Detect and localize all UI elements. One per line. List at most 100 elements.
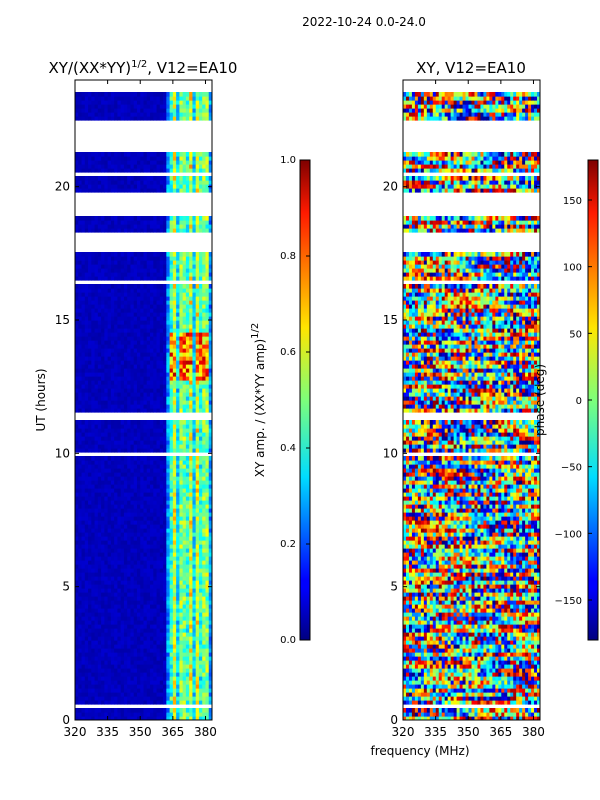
heatmap-cell	[159, 604, 164, 609]
heatmap-cell	[179, 468, 184, 473]
heatmap-cell	[78, 484, 83, 489]
heatmap-cell	[169, 644, 174, 649]
heatmap-cell	[133, 580, 138, 585]
heatmap-cell	[163, 592, 167, 597]
heatmap-cell	[143, 620, 148, 625]
heatmap-cell	[156, 652, 161, 657]
heatmap-cell	[208, 252, 212, 257]
heatmap-cell	[208, 420, 212, 425]
heatmap-cell	[189, 512, 194, 517]
heatmap-cell	[169, 216, 174, 221]
heatmap-cell	[127, 660, 132, 665]
heatmap-cell	[81, 344, 86, 349]
heatmap-cell	[150, 360, 154, 365]
heatmap-cell	[130, 252, 135, 257]
heatmap-cell	[84, 308, 89, 313]
heatmap-cell	[176, 672, 180, 677]
heatmap-cell	[179, 220, 184, 225]
heatmap-cell	[176, 252, 180, 257]
heatmap-cell	[101, 228, 105, 233]
heatmap-cell	[94, 676, 99, 681]
heatmap-cell	[172, 436, 177, 441]
heatmap-cell	[78, 552, 83, 557]
heatmap-cell	[195, 576, 200, 581]
heatmap-cell	[130, 312, 135, 317]
heatmap-cell	[84, 688, 89, 693]
heatmap-cell	[130, 436, 135, 441]
heatmap-cell	[192, 656, 197, 661]
heatmap-cell	[202, 584, 207, 589]
heatmap-cell	[78, 348, 83, 353]
heatmap-cell	[117, 368, 122, 373]
heatmap-cell	[130, 692, 135, 697]
heatmap-cell	[185, 268, 190, 273]
heatmap-cell	[81, 448, 86, 453]
heatmap-cell	[143, 556, 148, 561]
heatmap-cell	[84, 324, 89, 329]
heatmap-cell	[110, 348, 115, 353]
heatmap-cell	[101, 664, 105, 669]
heatmap-cell	[208, 604, 212, 609]
heatmap-cell	[169, 680, 174, 685]
heatmap-cell	[163, 480, 167, 485]
heatmap-cell	[127, 428, 132, 433]
heatmap-cell	[150, 332, 154, 337]
heatmap-cell	[153, 572, 158, 577]
heatmap-cell	[133, 520, 138, 525]
heatmap-cell	[192, 692, 197, 697]
heatmap-cell	[130, 228, 135, 233]
heatmap-cell	[117, 680, 122, 685]
heatmap-cell	[169, 496, 174, 501]
heatmap-cell	[185, 536, 190, 541]
heatmap-cell	[127, 432, 132, 437]
heatmap-cell	[88, 436, 92, 441]
heatmap-cell	[91, 472, 96, 477]
heatmap-cell	[81, 404, 86, 409]
heatmap-cell	[123, 644, 128, 649]
heatmap-cell	[179, 600, 184, 605]
heatmap-cell	[120, 500, 125, 505]
heatmap-cell	[163, 276, 167, 281]
heatmap-cell	[182, 588, 187, 593]
heatmap-cell	[104, 492, 109, 497]
heatmap-cell	[91, 508, 96, 513]
heatmap-cell	[205, 320, 210, 325]
heatmap-cell	[198, 672, 203, 677]
heatmap-cell	[88, 304, 92, 309]
heatmap-cell	[88, 556, 92, 561]
heatmap-cell	[195, 560, 200, 565]
heatmap-cell	[75, 224, 79, 229]
heatmap-cell	[198, 512, 203, 517]
heatmap-cell	[189, 380, 194, 385]
heatmap-cell	[195, 648, 200, 653]
heatmap-cell	[205, 592, 210, 597]
heatmap-cell	[172, 536, 177, 541]
heatmap-cell	[146, 712, 151, 717]
heatmap-cell	[150, 496, 154, 501]
heatmap-cell	[185, 616, 190, 621]
heatmap-cell	[208, 220, 212, 225]
heatmap-cell	[78, 548, 83, 553]
heatmap-cell	[192, 392, 197, 397]
heatmap-cell	[205, 492, 210, 497]
heatmap-cell	[153, 328, 158, 333]
heatmap-cell	[189, 188, 194, 193]
heatmap-cell	[205, 568, 210, 573]
heatmap-cell	[153, 364, 158, 369]
heatmap-cell	[114, 268, 118, 273]
amplitude-heatmap	[75, 92, 212, 720]
heatmap-cell	[75, 644, 79, 649]
heatmap-cell	[146, 380, 151, 385]
heatmap-cell	[91, 440, 96, 445]
heatmap-cell	[202, 712, 207, 717]
heatmap-cell	[133, 568, 138, 573]
heatmap-cell	[133, 640, 138, 645]
heatmap-cell	[192, 484, 197, 489]
heatmap-cell	[78, 376, 83, 381]
heatmap-cell	[189, 580, 194, 585]
heatmap-cell	[182, 688, 187, 693]
heatmap-cell	[198, 612, 203, 617]
heatmap-cell	[127, 252, 132, 257]
heatmap-cell	[78, 508, 83, 513]
heatmap-cell	[127, 388, 132, 393]
